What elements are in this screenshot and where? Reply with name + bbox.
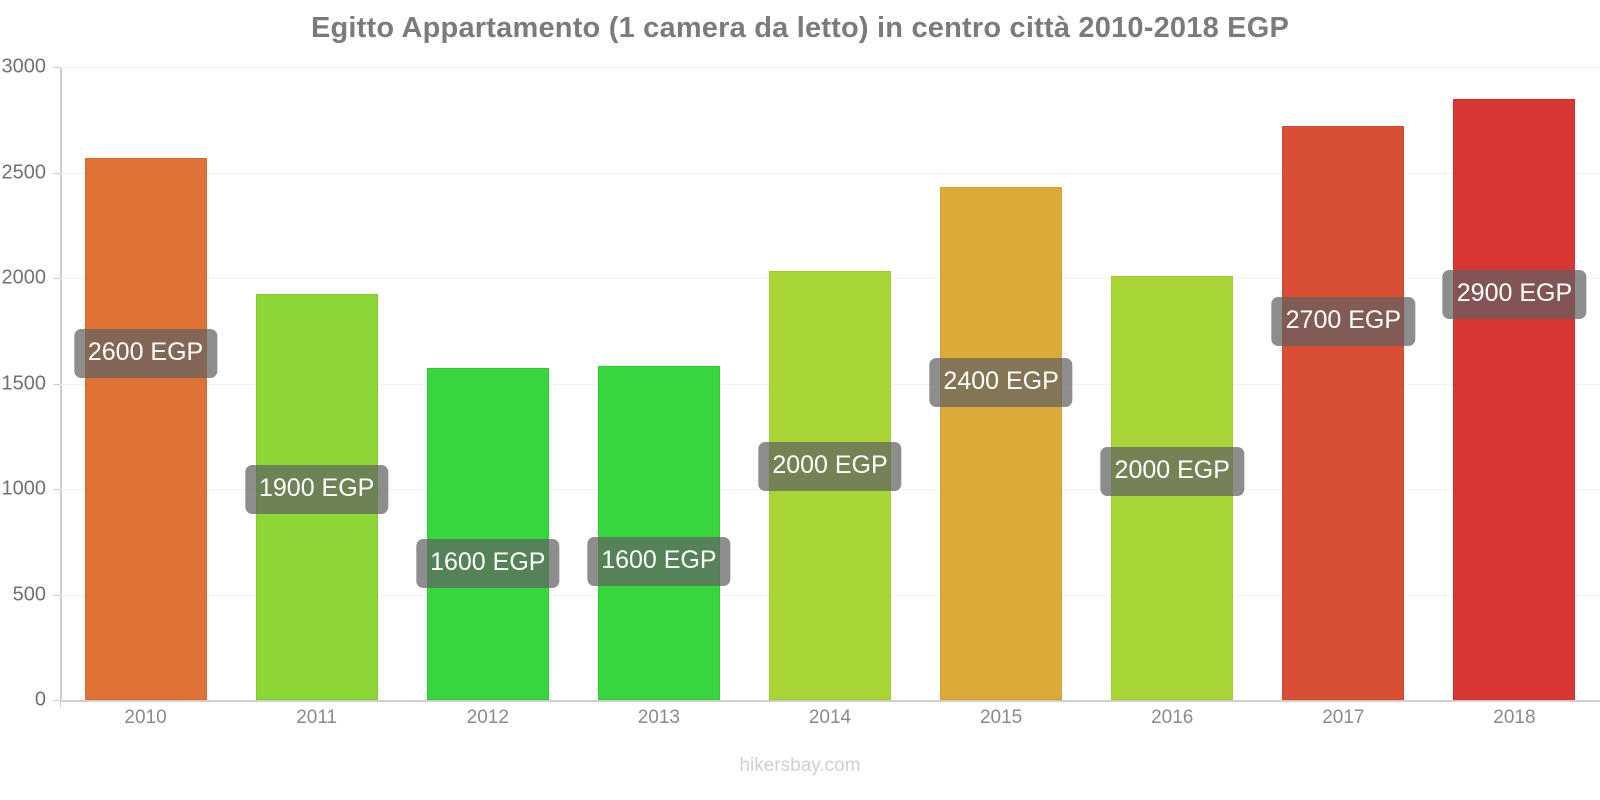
bar-2015[interactable]: 2400 EGP [929,187,1073,700]
bar-rect[interactable] [1453,98,1576,700]
plot-area: 0 500 1000 1500 2000 2500 3000 2600 EGP 1900 EG… [2,56,1600,728]
x-axis-tick-label-2011: 2011 [296,707,338,728]
bar-2014[interactable]: 2000 EGP [758,270,902,700]
bar-2011[interactable]: 1900 EGP [244,293,389,700]
y-axis-tick-mark [53,172,60,174]
bar-rect[interactable] [426,367,549,700]
bar-value-label: 2000 EGP [1100,446,1244,496]
y-axis-line [60,67,62,702]
bar-value-label: 1600 EGP [416,538,560,588]
y-axis-tick-mark [53,67,60,68]
y-axis-tick-label: 3000 [1,55,47,78]
y-axis-tick-mark [53,489,60,490]
x-axis-tick-label-2012: 2012 [466,707,509,728]
y-axis-tick-label: 2500 [1,161,47,183]
bar-2012[interactable]: 1600 EGP [416,367,560,700]
y-axis-tick-label: 0 [34,688,46,711]
x-axis-tick-label-2010: 2010 [124,707,167,728]
x-axis-tick-label-2013: 2013 [637,707,681,728]
y-axis-tick-mark [53,700,60,701]
y-axis-tick-label: 500 [12,583,46,605]
bar-value-label: 2600 EGP [73,328,218,378]
x-axis-tick-label-2017: 2017 [1322,707,1365,728]
x-axis-tick-label-2016: 2016 [1151,707,1194,728]
gridline [60,172,1600,174]
x-axis-tick-label-2015: 2015 [979,707,1023,728]
bar-value-label: 2900 EGP [1442,269,1587,319]
chart-title: Egitto Appartamento (1 camera da letto) … [310,12,1290,44]
bar-value-label: 1600 EGP [587,536,731,586]
gridline [60,67,1600,68]
y-axis-tick-label: 1000 [1,477,47,500]
y-axis-tick-mark [53,278,60,279]
bar-2016[interactable]: 2000 EGP [1100,275,1244,700]
bar-rect[interactable] [940,187,1063,700]
y-axis-tick-mark [53,383,60,385]
gridline [60,700,1600,702]
bar-value-label: 2700 EGP [1271,297,1416,347]
bar-value-label: 1900 EGP [244,464,389,514]
bar-2017[interactable]: 2700 EGP [1271,126,1416,700]
y-axis-tick-mark [53,594,60,596]
bar-rect[interactable] [1282,126,1405,700]
y-axis-tick-label: 1500 [1,372,47,394]
bar-rect[interactable] [84,157,207,700]
x-axis-tick-label-2014: 2014 [808,707,852,728]
bar-2013[interactable]: 1600 EGP [587,365,731,700]
bar-value-label: 2400 EGP [929,358,1073,408]
bar-2010[interactable]: 2600 EGP [73,157,218,700]
bar-2018[interactable]: 2900 EGP [1442,98,1587,700]
bar-rect[interactable] [597,365,720,700]
x-axis-origin-tick [60,700,61,707]
x-axis-tick-label-2018: 2018 [1493,707,1536,728]
y-axis-tick-label: 2000 [1,266,47,289]
bar-value-label: 2000 EGP [758,441,902,491]
footer-credit: hikersbay.com [739,755,861,776]
